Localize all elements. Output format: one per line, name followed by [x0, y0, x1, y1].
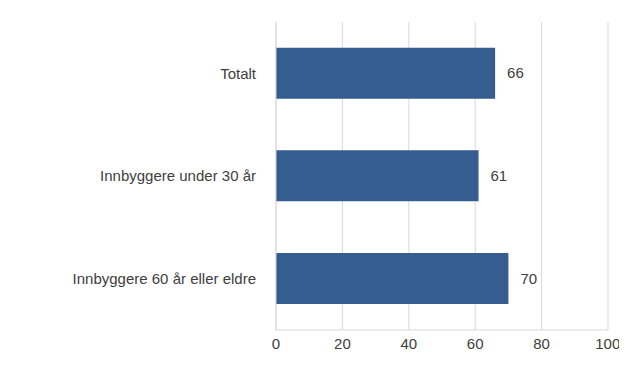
svg-text:0: 0 [272, 335, 280, 352]
svg-text:80: 80 [533, 335, 550, 352]
svg-text:Totalt: Totalt [220, 65, 257, 82]
svg-text:40: 40 [400, 335, 417, 352]
svg-text:61: 61 [491, 167, 508, 184]
svg-text:20: 20 [334, 335, 351, 352]
svg-text:70: 70 [520, 270, 537, 287]
svg-text:100: 100 [595, 335, 619, 352]
svg-text:Innbyggere under 30 år: Innbyggere under 30 år [100, 167, 256, 184]
svg-text:Innbyggere 60 år eller eldre: Innbyggere 60 år eller eldre [73, 270, 256, 287]
svg-text:66: 66 [507, 64, 524, 81]
svg-text:60: 60 [467, 335, 484, 352]
